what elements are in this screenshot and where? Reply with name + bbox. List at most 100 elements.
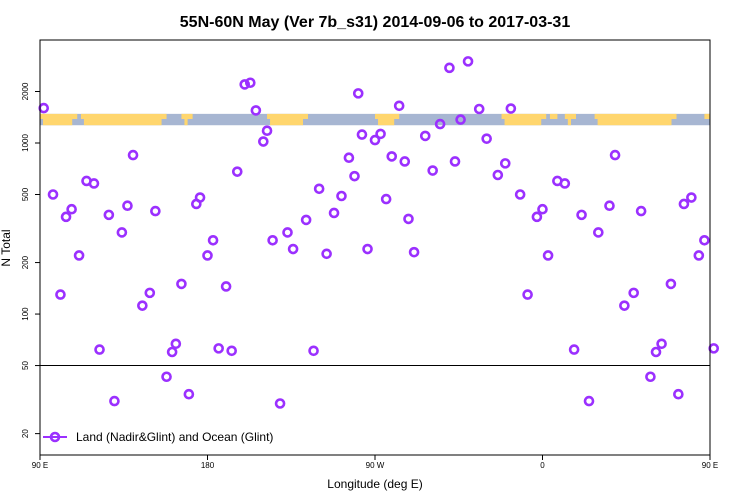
data-point bbox=[282, 227, 293, 238]
data-point bbox=[300, 214, 312, 226]
data-point bbox=[55, 289, 66, 300]
data-point bbox=[202, 250, 213, 261]
y-tick-label: 100 bbox=[21, 307, 30, 321]
band-land bbox=[504, 118, 542, 126]
data-point bbox=[88, 178, 100, 189]
data-point bbox=[66, 203, 77, 215]
x-axis-label: Longitude (deg E) bbox=[327, 477, 422, 491]
data-point bbox=[258, 136, 269, 147]
band-land bbox=[80, 113, 167, 119]
data-point bbox=[267, 234, 278, 246]
chart-title: 55N-60N May (Ver 7b_s31) 2014-09-06 to 2… bbox=[180, 14, 571, 31]
band-land bbox=[567, 118, 571, 126]
data-point bbox=[609, 149, 621, 161]
data-point bbox=[434, 118, 446, 130]
plot-frame bbox=[39, 39, 711, 456]
data-point bbox=[144, 287, 156, 299]
data-point bbox=[321, 248, 332, 260]
band-land bbox=[594, 113, 677, 119]
data-point bbox=[328, 207, 340, 219]
data-point bbox=[287, 243, 299, 255]
data-point bbox=[183, 388, 195, 400]
data-point bbox=[250, 105, 262, 116]
data-point bbox=[542, 250, 554, 261]
data-point bbox=[103, 209, 115, 221]
y-axis-label: N Total bbox=[0, 229, 13, 266]
data-point bbox=[38, 102, 50, 114]
data-point bbox=[427, 165, 438, 176]
band-land bbox=[704, 113, 710, 119]
band-land bbox=[267, 113, 308, 119]
data-point bbox=[656, 338, 667, 350]
data-point bbox=[419, 130, 431, 142]
band-land bbox=[375, 113, 400, 119]
data-point bbox=[514, 189, 526, 200]
data-points bbox=[38, 56, 720, 409]
band-land bbox=[181, 113, 193, 119]
data-point bbox=[393, 100, 405, 112]
data-point bbox=[576, 209, 587, 221]
data-point bbox=[47, 189, 59, 200]
data-point bbox=[505, 103, 517, 114]
data-point bbox=[386, 151, 398, 162]
data-point bbox=[568, 344, 580, 355]
data-point bbox=[375, 128, 386, 140]
data-point bbox=[473, 103, 485, 115]
data-point bbox=[116, 227, 128, 238]
data-point bbox=[380, 193, 392, 205]
y-tick-label: 500 bbox=[21, 187, 30, 201]
data-point bbox=[708, 343, 720, 354]
band-land bbox=[378, 118, 395, 126]
data-point bbox=[481, 133, 492, 144]
data-point bbox=[462, 56, 474, 67]
data-point bbox=[492, 169, 504, 181]
legend: Land (Nadir&Glint) and Ocean (Glint) bbox=[43, 430, 273, 444]
data-point bbox=[194, 192, 206, 203]
data-point bbox=[220, 281, 232, 292]
data-point bbox=[60, 211, 72, 223]
data-point bbox=[109, 395, 120, 407]
data-point bbox=[274, 398, 286, 409]
data-point bbox=[261, 125, 273, 136]
data-point bbox=[166, 346, 178, 358]
data-point bbox=[635, 205, 647, 217]
data-point bbox=[213, 343, 224, 354]
data-point bbox=[531, 211, 543, 223]
surface-band bbox=[40, 113, 710, 126]
band-land bbox=[184, 118, 188, 126]
data-point bbox=[231, 166, 243, 177]
x-tick-label: 180 bbox=[201, 461, 215, 470]
band-land bbox=[270, 118, 303, 126]
legend-label: Land (Nadir&Glint) and Ocean (Glint) bbox=[76, 430, 273, 444]
band-land bbox=[501, 113, 547, 119]
data-point bbox=[94, 344, 105, 355]
y-tick-label: 50 bbox=[21, 361, 30, 370]
band-land bbox=[43, 118, 73, 126]
data-point bbox=[455, 114, 466, 125]
band-land bbox=[83, 118, 162, 126]
data-point bbox=[408, 246, 420, 258]
data-point bbox=[650, 346, 662, 358]
data-point bbox=[73, 250, 85, 261]
data-point bbox=[170, 338, 182, 350]
data-point bbox=[537, 203, 548, 215]
data-point bbox=[673, 388, 684, 400]
data-point bbox=[362, 243, 373, 255]
band-land bbox=[549, 113, 558, 119]
y-tick-label: 1000 bbox=[21, 134, 30, 152]
data-point bbox=[665, 278, 677, 290]
data-point bbox=[645, 371, 656, 383]
x-tick-label: 90 W bbox=[366, 461, 385, 470]
data-point bbox=[522, 289, 533, 300]
band-land bbox=[564, 113, 576, 119]
legend-marker bbox=[49, 431, 61, 443]
y-tick-label: 200 bbox=[21, 255, 30, 269]
data-point bbox=[403, 213, 414, 225]
data-point bbox=[176, 278, 187, 290]
data-point bbox=[313, 183, 325, 195]
data-point bbox=[559, 178, 571, 189]
data-point bbox=[137, 300, 148, 311]
data-point bbox=[356, 129, 368, 140]
data-point bbox=[369, 134, 381, 146]
data-point bbox=[449, 156, 461, 167]
